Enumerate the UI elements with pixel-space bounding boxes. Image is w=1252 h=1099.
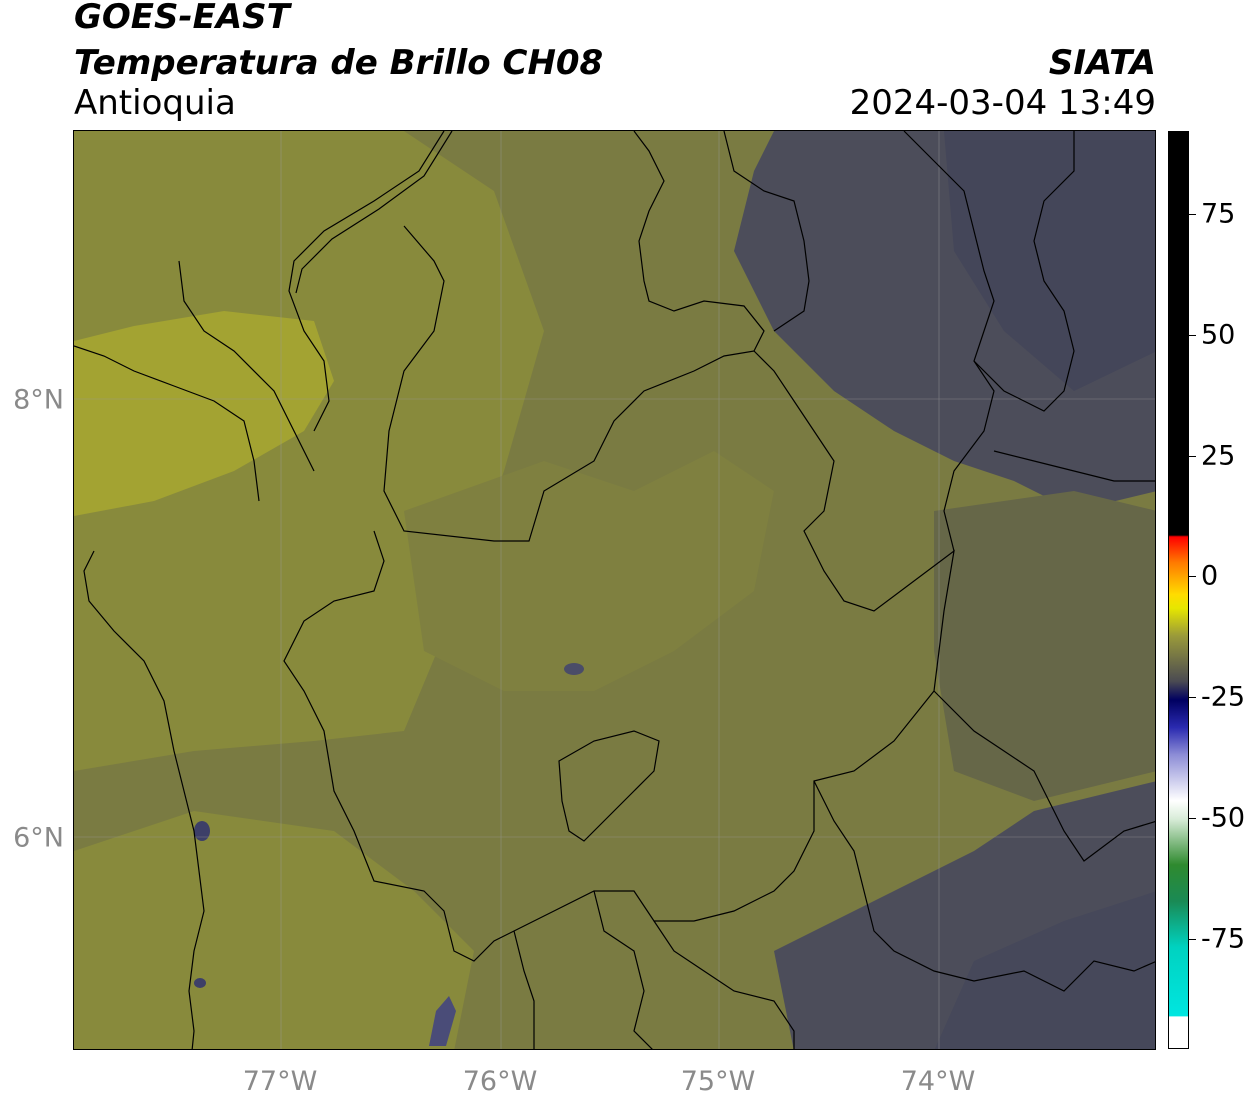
sucre-bolivar-border <box>723 131 810 332</box>
satellite-title: GOES-EAST <box>74 0 290 37</box>
timestamp-label: 2024-03-04 13:49 <box>849 83 1156 123</box>
colorbar-label-50: 50 <box>1201 319 1236 351</box>
colorbar-label-75: 75 <box>1201 198 1236 230</box>
region-label: Antioquia <box>74 83 236 123</box>
muted-region-east <box>934 491 1155 801</box>
colorbar-tick-mark <box>1189 214 1196 215</box>
warm-olive-region-south <box>74 811 474 1049</box>
central-olive-region <box>404 451 774 691</box>
coastline-east-gulf <box>288 131 445 432</box>
colorbar-label-minus25: -25 <box>1201 681 1246 713</box>
colorbar-label-0: 0 <box>1201 560 1219 592</box>
cold-spot-southwest <box>194 978 206 988</box>
cold-spot-west <box>194 821 210 841</box>
satellite-map[interactable] <box>73 130 1156 1050</box>
graticule <box>74 131 1155 1049</box>
coastline-inner <box>295 131 453 294</box>
colorbar-tick-mark <box>1189 335 1196 336</box>
lon-tick-77w: 77°W <box>242 1066 318 1097</box>
metro-area-border <box>558 730 660 842</box>
santander-north-border <box>973 131 1075 412</box>
colorbar-tick-mark <box>1189 939 1196 940</box>
admin-borders <box>74 131 1155 1049</box>
colorbar-label-25: 25 <box>1201 440 1236 472</box>
cordoba-border <box>633 131 765 352</box>
cold-spot-central <box>564 663 584 675</box>
map-canvas <box>74 131 1155 1049</box>
lon-tick-76w: 76°W <box>462 1066 538 1097</box>
lat-tick-6n: 6°N <box>13 822 64 854</box>
colorbar-tick-mark <box>1189 456 1196 457</box>
colorbar-tick-mark <box>1189 818 1196 819</box>
cold-core-southeast <box>934 891 1155 1049</box>
valle-border <box>593 890 653 1049</box>
yellow-region-northwest <box>74 311 334 516</box>
colorbar-label-minus50: -50 <box>1201 802 1246 834</box>
colorbar-tick-mark <box>1189 697 1196 698</box>
product-title: Temperatura de Brillo CH08 <box>74 43 604 83</box>
cold-streak-south <box>429 996 456 1046</box>
choco-coast <box>83 550 205 1049</box>
choco-south-border <box>513 930 535 1049</box>
risaralda-border <box>653 920 795 1049</box>
colorbar-label-minus75: -75 <box>1201 923 1246 955</box>
lon-tick-75w: 75°W <box>680 1066 756 1097</box>
colorbar <box>1168 131 1189 1049</box>
antioquia-border <box>283 225 955 962</box>
coastline-west <box>74 345 260 502</box>
boyaca-border <box>933 690 1155 862</box>
bolivar-border <box>903 131 995 552</box>
caldas-border <box>813 780 1155 992</box>
lat-tick-8n: 8°N <box>13 384 64 416</box>
darien-border <box>178 260 315 472</box>
lon-tick-74w: 74°W <box>900 1066 976 1097</box>
santander-border <box>993 450 1155 482</box>
organization-label: SIATA <box>1048 43 1156 83</box>
colorbar-tick-mark <box>1189 576 1196 577</box>
cold-core-northeast <box>944 131 1155 391</box>
